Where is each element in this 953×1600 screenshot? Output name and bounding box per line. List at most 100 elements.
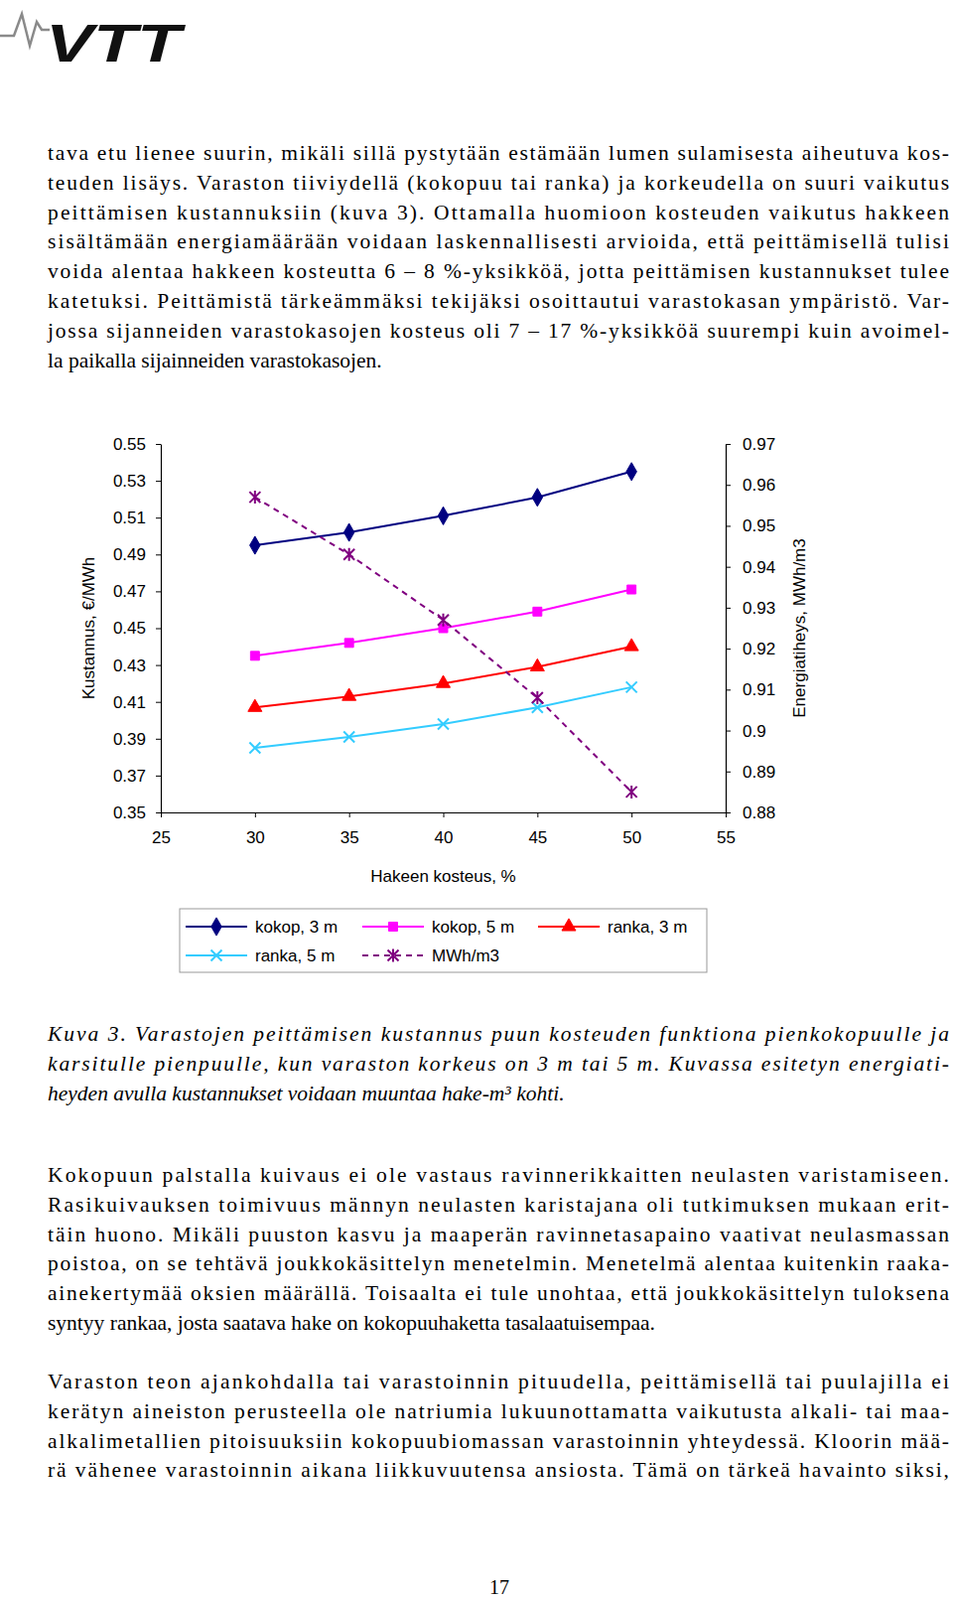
tick: 0.45: [113, 618, 161, 638]
tick: 0.55: [113, 434, 161, 454]
marker: [343, 523, 354, 542]
marker: [532, 690, 544, 704]
series-line: [255, 589, 632, 657]
legend-marker: [388, 949, 400, 962]
tick-mark: [155, 443, 161, 445]
tick-label: 0.53: [113, 471, 146, 491]
tick-label: 0.51: [113, 508, 146, 528]
legend-entry: kokop, 5 m: [362, 917, 515, 937]
legend-label: ranka, 3 m: [607, 917, 687, 937]
text-line: poistoa, on se tehtävä joukkokäsittelyn …: [47, 1250, 950, 1275]
tick-mark: [155, 701, 161, 703]
tick-mark: [160, 812, 162, 817]
marker: [248, 698, 263, 711]
tick-mark: [155, 517, 161, 519]
tick: 0.39: [113, 729, 161, 749]
tick-label: 0.49: [113, 544, 146, 564]
tick-label: 0.43: [113, 656, 146, 676]
legend-entry: ranka, 5 m: [185, 946, 335, 965]
tick-label: 0.35: [113, 803, 146, 822]
paragraph: Kokopuun palstalla kuivaus ei ole vastau…: [47, 1162, 950, 1335]
tick-label: 0.89: [742, 762, 776, 782]
tick-mark: [725, 566, 731, 568]
tick-mark: [631, 812, 633, 817]
tick: 0.97: [725, 434, 776, 454]
tick: 55: [716, 812, 736, 847]
axis-line: [160, 444, 162, 814]
tick: 0.37: [113, 766, 161, 786]
tick-label: 0.9: [742, 720, 767, 740]
tick-mark: [349, 812, 351, 817]
tick: 25: [151, 812, 171, 847]
page-number: 17: [489, 1575, 510, 1598]
tick: 30: [246, 812, 266, 847]
marker: [626, 462, 637, 481]
tick-label: 50: [622, 827, 642, 847]
tick-mark: [725, 812, 731, 814]
tick-mark: [155, 738, 161, 740]
tick-label: 0.37: [113, 766, 146, 786]
legend-label: kokop, 3 m: [255, 917, 338, 937]
tick-mark: [155, 480, 161, 482]
marker: [626, 680, 638, 692]
logo: VTT: [0, 12, 186, 73]
marker: [249, 490, 261, 504]
text-line: jossa sijanneiden varastokasojen kosteus…: [46, 318, 950, 343]
text-line: heyden avulla kustannukset voidaan muunt…: [47, 1081, 565, 1105]
marker: [624, 638, 639, 651]
series: [248, 638, 639, 711]
paragraph: Varaston teon ajankohdalla tai varastoin…: [47, 1368, 950, 1482]
legend-entry: MWh/m3: [362, 946, 500, 965]
paragraph: tava etu lienee suurin, mikäli sillä pys…: [46, 140, 950, 373]
tick: 0.49: [113, 544, 161, 564]
tick: 0.91: [725, 680, 776, 699]
tick: 0.9: [725, 720, 767, 740]
marker: [437, 506, 448, 525]
logo-wave: [0, 13, 50, 46]
tick: 45: [528, 812, 547, 847]
tick: 0.41: [113, 692, 161, 712]
marker: [627, 584, 637, 594]
tick-label: 0.55: [113, 434, 146, 454]
y-axis: 0.35 0.37 0.39 0.41 0.43 0.45 0.47 0.49 0.51 0.53…: [113, 434, 162, 822]
tick: 0.93: [725, 598, 776, 618]
plot-area: [248, 462, 639, 799]
marker: [437, 717, 449, 729]
paragraphs-top: tava etu lienee suurin, mikäli sillä pys…: [46, 140, 950, 373]
legend-label: kokop, 5 m: [431, 917, 515, 937]
paragraphs-bottom: Kokopuun palstalla kuivaus ei ole vastau…: [47, 1162, 950, 1482]
legend-entry: ranka, 3 m: [538, 917, 687, 937]
text-line: tava etu lienee suurin, mikäli sillä pys…: [47, 140, 950, 165]
tick-mark: [725, 730, 731, 732]
legend-marker: [211, 950, 223, 961]
tick-label: 0.45: [113, 618, 146, 638]
legend: kokop, 3 m kokop, 5 m ranka, 3 m ranka, 5 m…: [179, 908, 707, 972]
x-axis-title: Hakeen kosteus, %: [370, 866, 516, 886]
tick-mark: [725, 484, 731, 486]
tick-mark: [155, 775, 161, 777]
text-line: ainekertymää oksien määrällä. Toisaalta …: [47, 1280, 950, 1305]
marker: [250, 536, 261, 554]
y2-axis: 0.880.890.90.910.920.930.940.950.960.97: [725, 434, 776, 822]
marker: [530, 658, 545, 671]
axis-line: [725, 444, 727, 814]
legend-marker: [389, 922, 399, 932]
tick: 0.47: [113, 581, 161, 601]
tick: 0.43: [113, 656, 161, 676]
marker: [343, 730, 355, 742]
text-line: katetuksi. Peittämistä tärkeämmäksi teki…: [47, 288, 950, 313]
tick: 0.88: [725, 803, 776, 822]
tick: 0.92: [725, 639, 776, 659]
y-axis-title: Kustannus, €/MWh: [79, 556, 99, 700]
tick-label: 55: [716, 827, 736, 847]
tick-mark: [725, 771, 731, 773]
tick-label: 0.93: [742, 598, 776, 618]
marker: [437, 613, 449, 627]
text-line: kerätyn aineiston perusteella ole natriu…: [47, 1398, 950, 1423]
page: VTT tava etu lienee suurin, mikäli sillä …: [0, 0, 953, 1600]
series: [249, 680, 637, 753]
text-line: peittämisen kustannuksiin (kuva 3). Otta…: [47, 200, 950, 225]
text-line: karsitulle pienpuulle, kun varaston kork…: [47, 1051, 950, 1076]
text-line: Varaston teon ajankohdalla tai varastoin…: [47, 1368, 950, 1393]
tick-label: 0.88: [742, 803, 776, 822]
